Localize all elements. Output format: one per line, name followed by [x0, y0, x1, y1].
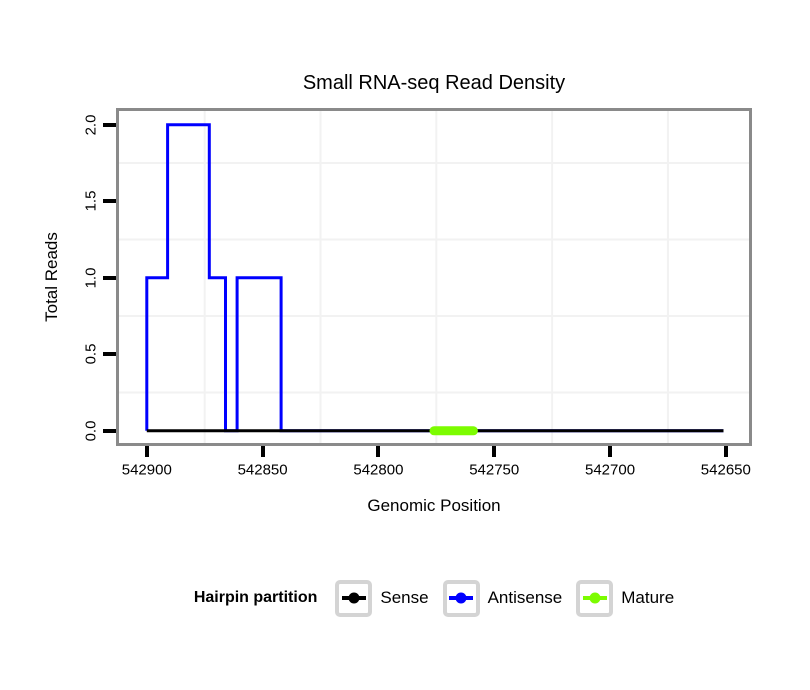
- chart-canvas: [119, 111, 749, 443]
- plot-panel: [116, 108, 752, 446]
- x-tick: [492, 446, 497, 457]
- x-tick: [608, 446, 613, 457]
- legend: Hairpin partition Sense Antisense Mature: [116, 578, 752, 618]
- key-dot-icon: [455, 592, 467, 604]
- x-tick: [723, 446, 728, 457]
- legend-item-mature: Mature: [576, 579, 675, 617]
- y-tick: [103, 199, 116, 204]
- y-tick-label: 0.5: [82, 343, 100, 365]
- y-tick: [103, 122, 116, 127]
- legend-items: Sense Antisense Mature: [335, 579, 675, 617]
- x-tick: [260, 446, 265, 457]
- y-tick: [103, 275, 116, 280]
- legend-label: Mature: [621, 588, 675, 607]
- y-tick-label: 1.0: [82, 267, 100, 289]
- y-tick-label: 2.0: [82, 114, 100, 136]
- legend-key-icon-sense: [335, 579, 373, 617]
- legend-key-icon-mature: [576, 579, 614, 617]
- x-axis-title: Genomic Position: [367, 496, 501, 515]
- legend-item-sense: Sense: [335, 579, 429, 617]
- key-dot-icon: [589, 592, 601, 604]
- legend-label: Sense: [380, 588, 429, 607]
- x-tick: [144, 446, 149, 457]
- x-tick-label: 542800: [353, 461, 404, 479]
- y-tick: [103, 352, 116, 357]
- x-tick-label: 542900: [121, 461, 172, 479]
- legend-item-antisense: Antisense: [442, 579, 563, 617]
- series-antisense: [145, 123, 724, 433]
- x-tick-label: 542650: [700, 461, 751, 479]
- y-axis-title: Total Reads: [42, 232, 61, 322]
- chart-title: Small RNA-seq Read Density: [302, 72, 566, 94]
- key-dot-icon: [348, 592, 360, 604]
- y-tick: [103, 428, 116, 433]
- x-tick-label: 542750: [469, 461, 520, 479]
- y-tick-label: 1.5: [82, 190, 100, 212]
- x-tick: [376, 446, 381, 457]
- x-tick-label: 542700: [584, 461, 636, 479]
- y-tick-label: 0.0: [82, 420, 100, 442]
- legend-title: Hairpin partition: [193, 589, 318, 606]
- x-tick-label: 542850: [237, 461, 288, 479]
- legend-key-icon-antisense: [442, 579, 480, 617]
- legend-label: Antisense: [487, 588, 563, 607]
